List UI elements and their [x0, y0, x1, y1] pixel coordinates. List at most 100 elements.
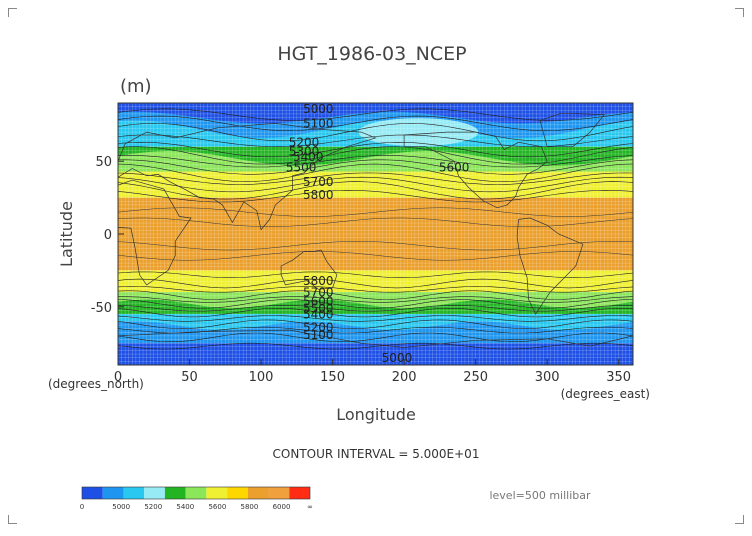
- contour-label: 5600: [303, 294, 334, 308]
- contour-label: 5600: [439, 160, 470, 174]
- contour-line-south: [118, 315, 633, 322]
- contour-line-south: [118, 304, 633, 312]
- contour-label: 5500: [303, 302, 334, 316]
- contour-lines: [118, 108, 633, 350]
- contour-label: 5000: [303, 102, 334, 116]
- contour-line-north: [118, 176, 633, 193]
- contour-line-north: [118, 108, 633, 121]
- colorbar-swatch: [227, 487, 248, 499]
- colorbar-swatch: [102, 487, 124, 499]
- contour-label: 5200: [289, 136, 320, 150]
- contour-line-south: [118, 299, 633, 309]
- colorbar-label: 5000: [112, 503, 130, 511]
- x-tick-label: 150: [320, 370, 345, 385]
- x-tick-label: 0: [114, 370, 122, 385]
- x-tick-label: 50: [181, 370, 198, 385]
- x-tick-label: 300: [535, 370, 560, 385]
- contour-line-south: [118, 290, 633, 300]
- contour-line-tropic: [118, 251, 633, 261]
- x-tick-label: 250: [463, 370, 488, 385]
- colorbar-swatch: [289, 487, 310, 499]
- greenland-coast: [539, 112, 606, 148]
- contour-line-south: [118, 342, 633, 350]
- colorbar-label: 6000: [273, 503, 291, 511]
- colorbar-label: 0: [80, 503, 84, 511]
- contour-label: 5700: [303, 175, 334, 189]
- antarctica-coast: [118, 329, 633, 348]
- north-america-coast: [403, 131, 548, 209]
- band-4: [118, 197, 633, 271]
- corner-mark-top-left: [8, 8, 17, 17]
- south-light-green-band: [118, 292, 633, 309]
- contour-label: 5500: [286, 160, 317, 174]
- contour-line-south: [118, 308, 633, 318]
- y-tick-label: 0: [104, 228, 112, 243]
- colorbar-swatch: [268, 487, 290, 499]
- contour-line-south: [118, 278, 633, 289]
- contour-line-north: [118, 123, 633, 142]
- contour-line-tropic: [118, 217, 633, 227]
- colorbar-swatch: [185, 487, 207, 499]
- contour-line-north: [118, 155, 633, 168]
- colorbar-label: 5400: [176, 503, 194, 511]
- colorbar-label: ∞: [307, 503, 313, 511]
- africa-coast: [118, 179, 192, 286]
- level-text: level=500 millibar: [489, 489, 591, 502]
- contour-line-south: [118, 319, 633, 329]
- contour-label: 5200: [303, 321, 334, 335]
- eurasia-coast: [118, 123, 377, 231]
- band-group: [118, 103, 633, 365]
- colorbar-label: 5800: [241, 503, 259, 511]
- colorbar-swatch: [144, 487, 165, 499]
- units-label: (m): [120, 76, 152, 97]
- contour-interval-text: CONTOUR INTERVAL = 5.000E+01: [273, 447, 480, 461]
- y-units-label: (degrees_north): [48, 377, 144, 391]
- contour-label: 5800: [303, 274, 334, 288]
- contour-label: 5800: [303, 188, 334, 202]
- contour-label: 5400: [293, 150, 324, 164]
- contour-line-tropic: [118, 207, 633, 217]
- x-axis-label: Longitude: [336, 405, 416, 424]
- contour-label: 5400: [303, 307, 334, 321]
- contour-line-north: [118, 172, 633, 185]
- contour-line-south: [118, 286, 633, 293]
- contour-line-north: [118, 115, 633, 132]
- south-america-coast: [516, 217, 584, 315]
- colorbar-swatch: [206, 487, 228, 499]
- contour-line-south: [118, 271, 633, 279]
- colorbar-swatch: [247, 487, 269, 499]
- y-tick-label: 50: [95, 155, 112, 170]
- contour-line-south: [118, 296, 633, 303]
- contour-line-tropic: [118, 241, 633, 251]
- contour-label: 5700: [303, 286, 334, 300]
- x-tick-label: 100: [249, 370, 274, 385]
- south-pole-trough: [222, 349, 443, 364]
- contour-label: 5100: [303, 117, 334, 131]
- contour-line-north: [118, 141, 633, 158]
- colorbar-frame: [81, 486, 311, 500]
- band-3: [118, 171, 633, 198]
- north-light-patch: [358, 118, 479, 147]
- contour-line-north: [118, 189, 633, 203]
- colorbar-label: 5600: [208, 503, 226, 511]
- north-pole-band: [118, 103, 633, 124]
- corner-mark-top-right: [735, 8, 744, 17]
- colorbar-label: 5200: [144, 503, 162, 511]
- north-light-green-band: [118, 151, 633, 172]
- colorbar-swatch: [164, 487, 186, 499]
- x-tick-label: 200: [392, 370, 417, 385]
- colorbar: [81, 486, 311, 500]
- colorbar-labels: 0 5000 5200 5400 5600 5800 6000 ∞: [80, 503, 313, 511]
- plot-area: [118, 103, 633, 365]
- contour-label: 5000: [382, 351, 413, 365]
- corner-mark-bottom-left: [8, 515, 17, 524]
- coastlines: [118, 112, 633, 348]
- y-tick-label: -50: [91, 301, 112, 316]
- chart-title: HGT_1986-03_NCEP: [277, 43, 466, 65]
- x-tick-label: 350: [606, 370, 631, 385]
- y-tick-group: -50 0 50: [91, 155, 124, 316]
- y-axis-label: Latitude: [57, 201, 76, 267]
- x-units-label: (degrees_east): [561, 387, 650, 401]
- colorbar-swatch: [82, 487, 103, 499]
